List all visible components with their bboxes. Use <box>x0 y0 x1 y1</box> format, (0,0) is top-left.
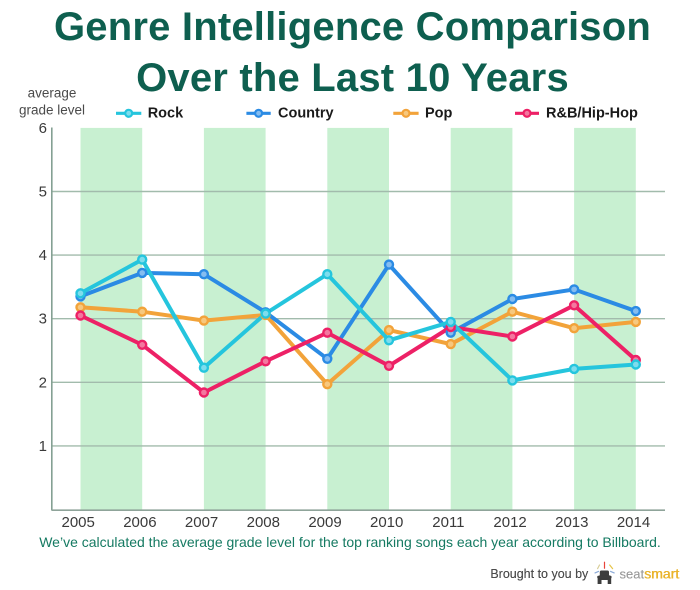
svg-text:smart: smart <box>644 566 679 582</box>
svg-text:2: 2 <box>39 374 47 391</box>
svg-text:R&B/Hip-Hop: R&B/Hip-Hop <box>546 105 638 121</box>
svg-text:Country: Country <box>278 105 334 121</box>
svg-text:2011: 2011 <box>432 514 464 531</box>
svg-text:Brought to you by: Brought to you by <box>490 567 589 581</box>
svg-text:2012: 2012 <box>493 514 526 531</box>
svg-text:2008: 2008 <box>247 514 280 531</box>
svg-text:2006: 2006 <box>123 514 156 531</box>
svg-text:Rock: Rock <box>148 105 184 121</box>
svg-text:Pop: Pop <box>425 105 453 121</box>
svg-text:2013: 2013 <box>555 514 588 531</box>
svg-text:seat: seat <box>620 567 645 582</box>
svg-text:average: average <box>28 86 77 101</box>
svg-text:grade level: grade level <box>19 103 85 118</box>
svg-text:2009: 2009 <box>308 514 341 531</box>
svg-text:2010: 2010 <box>370 514 403 531</box>
svg-text:Brought to you by: Brought to you by <box>490 567 589 581</box>
svg-text:2014: 2014 <box>617 514 650 531</box>
svg-text:3: 3 <box>39 311 47 328</box>
svg-text:smart: smart <box>645 566 680 582</box>
svg-text:1: 1 <box>39 438 47 455</box>
svg-text:4: 4 <box>39 247 47 264</box>
svg-text:2005: 2005 <box>62 514 95 531</box>
svg-text:seat: seat <box>620 567 645 582</box>
svg-text:6: 6 <box>39 120 47 137</box>
svg-text:5: 5 <box>39 184 47 201</box>
svg-text:2007: 2007 <box>185 514 218 531</box>
